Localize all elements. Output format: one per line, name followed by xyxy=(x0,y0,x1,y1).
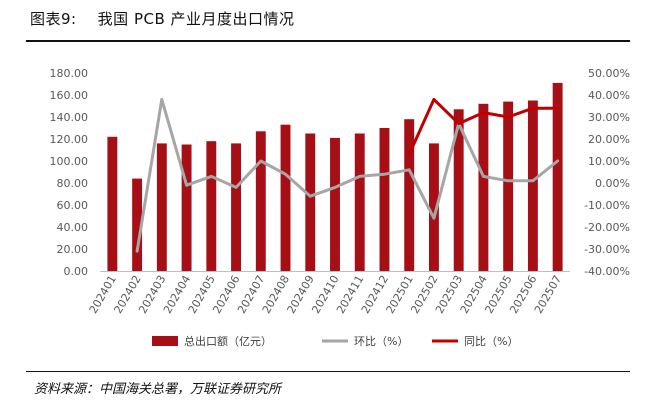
line-series-yoy xyxy=(407,97,560,156)
left-tick-label: 140.00 xyxy=(50,111,89,124)
bar-202502 xyxy=(429,143,439,271)
bar-202505 xyxy=(503,101,514,271)
bar-series xyxy=(107,82,563,272)
legend-label-mom: 环比（%） xyxy=(354,335,408,348)
right-tick-label: -20.00% xyxy=(584,221,630,234)
right-tick-label: 20.00% xyxy=(588,133,630,146)
left-tick-label: 40.00 xyxy=(57,221,89,234)
left-tick-label: 100.00 xyxy=(50,155,89,168)
bar-202403 xyxy=(156,143,167,271)
right-tick-label: -10.00% xyxy=(584,199,630,212)
x-axis: 2024012024022024032024042024052024062024… xyxy=(87,271,570,316)
left-tick-label: 0.00 xyxy=(64,265,89,278)
source-note: 资料来源：中国海关总署，万联证券研究所 xyxy=(34,382,282,397)
left-tick-label: 80.00 xyxy=(57,177,89,190)
figure-header: 图表9: 我国 PCB 产业月度出口情况 xyxy=(26,6,630,42)
left-tick-label: 20.00 xyxy=(57,243,89,256)
bar-202409 xyxy=(305,133,316,271)
bar-202504 xyxy=(478,103,489,271)
bar-202507 xyxy=(552,82,563,272)
left-tick-label: 160.00 xyxy=(50,89,89,102)
bar-202404 xyxy=(181,144,192,271)
bar-202407 xyxy=(255,131,266,271)
left-tick-label: 120.00 xyxy=(50,133,89,146)
right-tick-label: 50.00% xyxy=(588,67,630,80)
bar-202401 xyxy=(107,136,118,271)
right-tick-label: -40.00% xyxy=(584,265,630,278)
line-series xyxy=(135,97,560,253)
bar-202503 xyxy=(453,109,464,271)
left-tick-label: 60.00 xyxy=(57,199,89,212)
bar-202411 xyxy=(354,133,365,271)
right-tick-label: 40.00% xyxy=(588,89,630,102)
right-axis: 50.00% 40.00% 30.00% 20.00% 10.00% 0.00% -10.0… xyxy=(584,67,630,278)
left-axis: 180.00 160.00 140.00 120.00 100.00 80.00 60.00… xyxy=(50,67,89,278)
legend-label-total: 总出口额（亿元） xyxy=(184,334,272,348)
legend: 总出口额（亿元） 环比（%） 同比（%） xyxy=(152,334,518,348)
bar-202506 xyxy=(527,100,538,271)
bar-202406 xyxy=(231,143,241,271)
footer-rule xyxy=(26,371,630,372)
bar-202410 xyxy=(330,137,340,271)
bar-202405 xyxy=(206,141,217,271)
header-rule xyxy=(26,40,630,42)
left-tick-label: 180.00 xyxy=(50,67,89,80)
legend-swatch-total xyxy=(152,336,178,346)
bar-202408 xyxy=(280,124,291,271)
figure-title: 图表9: 我国 PCB 产业月度出口情况 xyxy=(30,10,295,28)
right-tick-label: 10.00% xyxy=(588,155,630,168)
legend-label-yoy: 同比（%） xyxy=(464,335,518,348)
bar-202402 xyxy=(132,178,143,271)
right-tick-label: -30.00% xyxy=(584,243,630,256)
bar-202412 xyxy=(379,128,390,271)
right-tick-label: 30.00% xyxy=(588,111,630,124)
bar-202501 xyxy=(404,119,415,271)
line-series-mom xyxy=(135,97,560,253)
right-tick-label: 0.00% xyxy=(595,177,630,190)
